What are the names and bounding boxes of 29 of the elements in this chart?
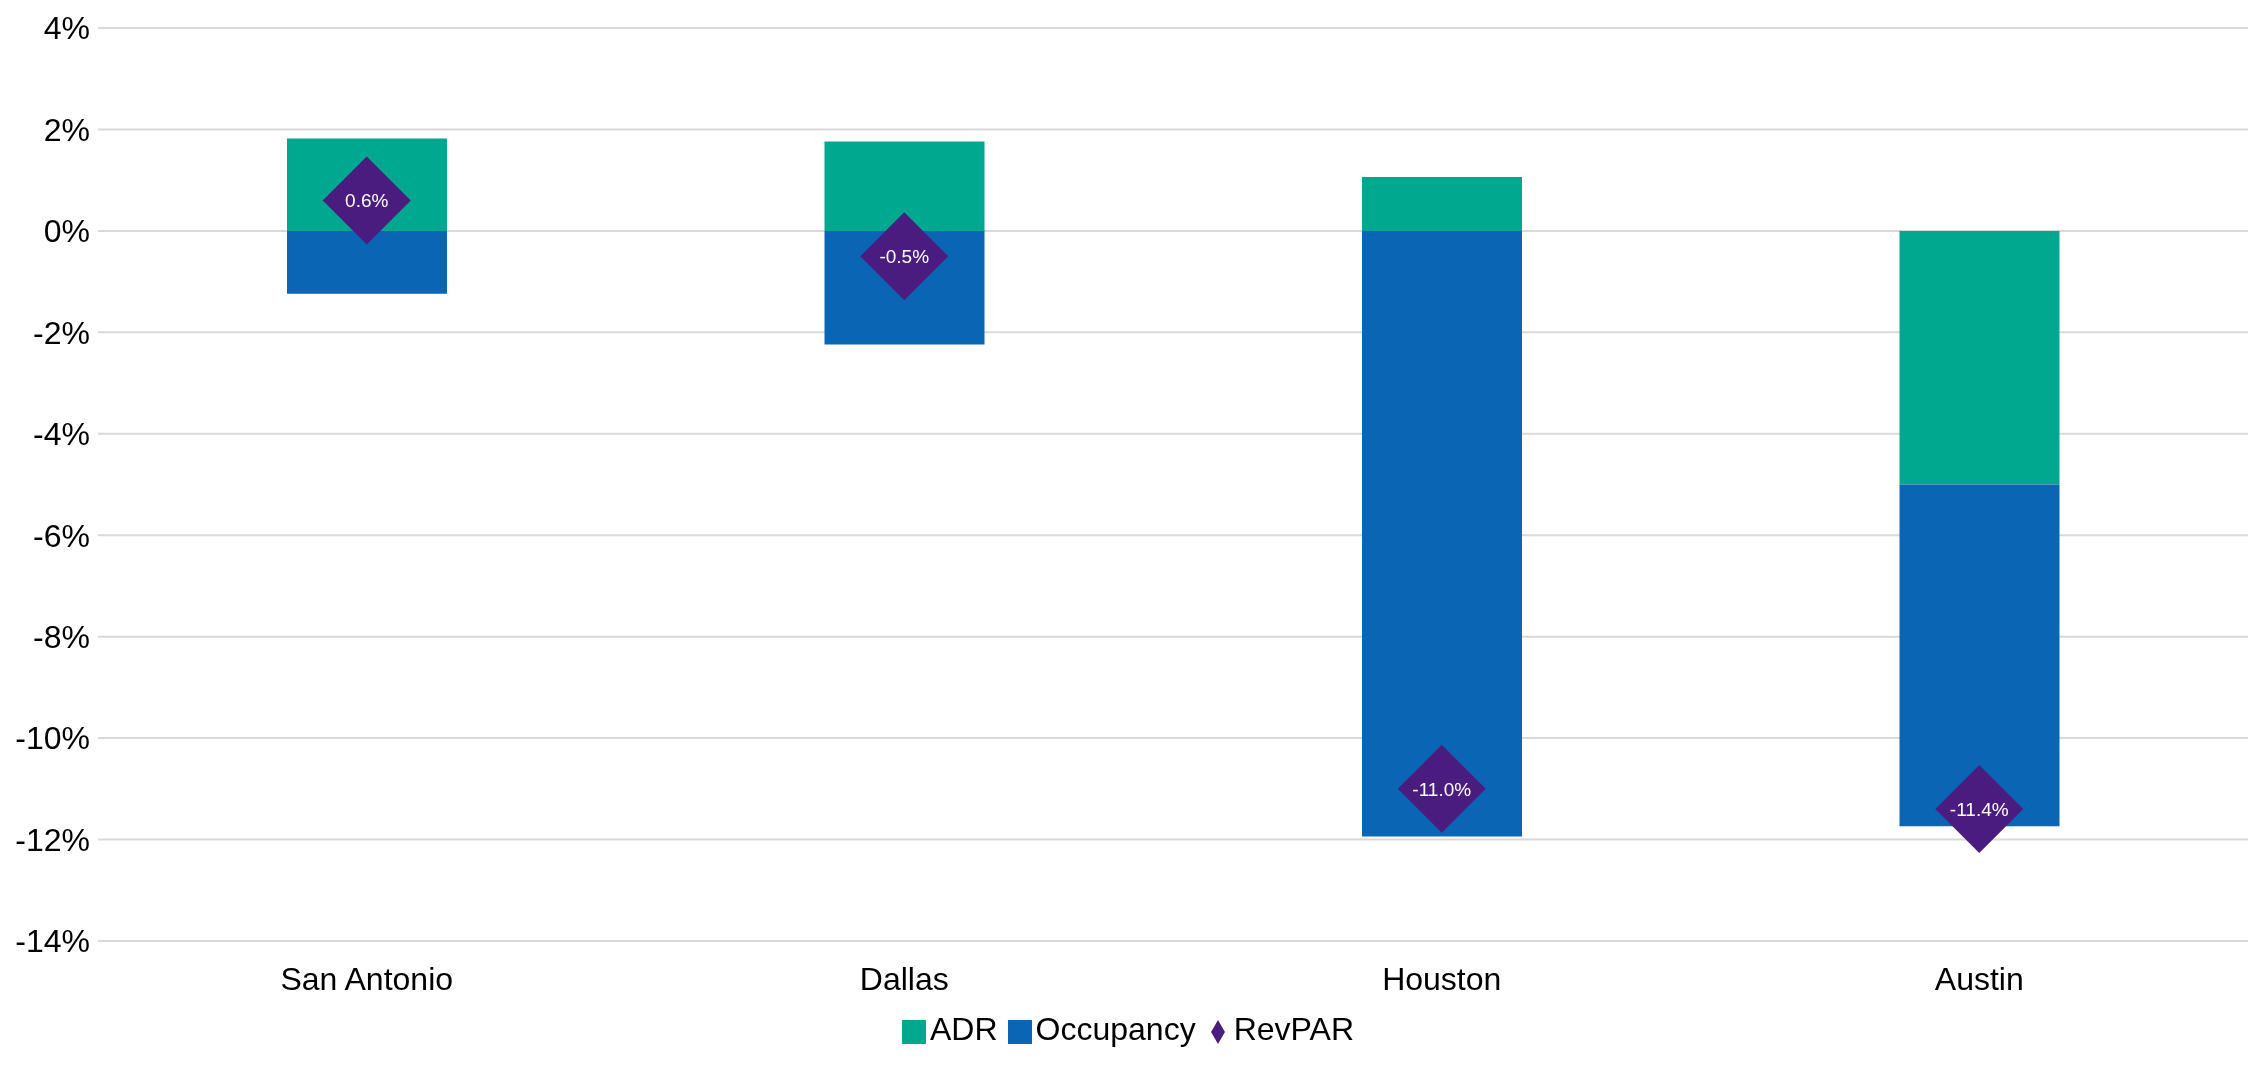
y-tick-label: -6%	[33, 517, 90, 554]
legend-label: ADR	[930, 1011, 998, 1047]
y-tick-label: -4%	[33, 416, 90, 453]
y-tick-label: 0%	[43, 213, 90, 250]
legend-label: Occupancy	[1035, 1011, 1196, 1047]
bar	[1362, 177, 1522, 231]
bar	[1899, 484, 2060, 827]
data-label: -11.4%	[1949, 798, 2009, 820]
x-tick-label: Austin	[1934, 960, 2024, 997]
point	[1397, 744, 1486, 833]
x-tick-label: Houston	[1382, 960, 1502, 997]
y-tick-label: -12%	[15, 821, 90, 858]
data-label: -0.5%	[879, 245, 930, 267]
data-label: -11.0%	[1412, 778, 1472, 800]
point	[1935, 765, 2024, 854]
y-tick-label: -14%	[15, 923, 90, 960]
legend-label: RevPAR	[1233, 1011, 1354, 1047]
y-tick-label: 2%	[43, 111, 90, 148]
bar	[1362, 230, 1522, 837]
y-tick-label: -10%	[15, 720, 90, 757]
bar	[1899, 230, 2060, 485]
y-tick-label: -2%	[33, 314, 90, 351]
data-label: 0.6%	[345, 190, 389, 212]
x-tick-label: Dallas	[859, 960, 949, 997]
y-tick-label: -8%	[33, 619, 90, 656]
bar	[287, 230, 447, 294]
x-tick-label: San Antonio	[280, 960, 454, 997]
y-tick-label: 4%	[43, 10, 90, 47]
bar	[824, 141, 985, 231]
